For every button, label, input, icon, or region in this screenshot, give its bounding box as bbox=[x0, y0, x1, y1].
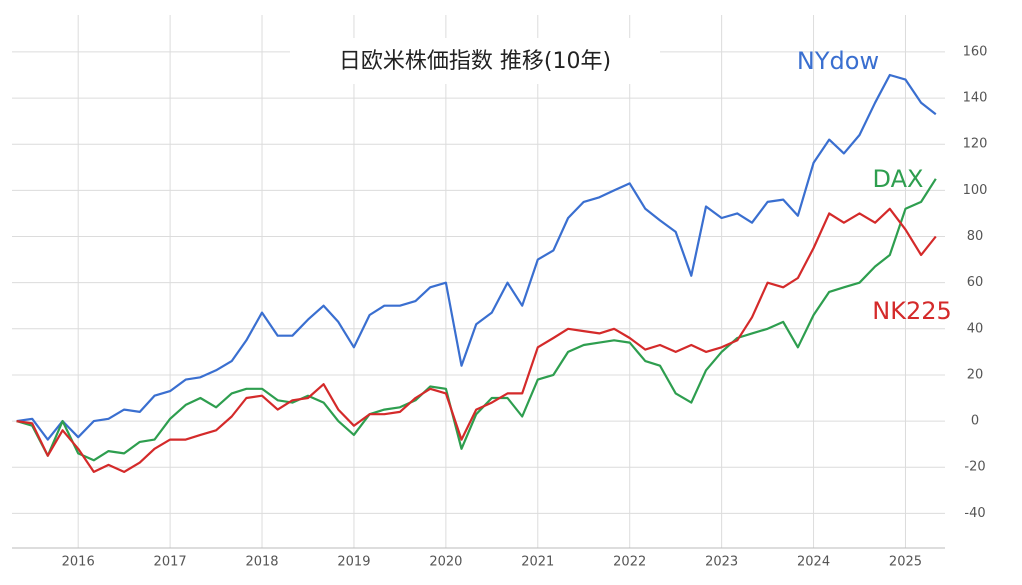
x-tick-label: 2024 bbox=[797, 555, 830, 570]
x-tick-label: 2020 bbox=[429, 555, 462, 570]
x-tick-label: 2023 bbox=[705, 555, 738, 570]
x-tick-label: 2021 bbox=[521, 555, 554, 570]
y-tick-label: 100 bbox=[963, 183, 988, 198]
series-line bbox=[16, 207, 937, 473]
y-tick-label: 60 bbox=[967, 275, 984, 290]
x-tick-label: 2019 bbox=[337, 555, 370, 570]
y-tick-label: 120 bbox=[963, 137, 988, 152]
y-tick-label: 80 bbox=[967, 229, 984, 244]
series-line bbox=[16, 73, 937, 441]
series-label: DAX bbox=[873, 165, 924, 193]
series-label: NYdow bbox=[797, 47, 879, 75]
y-tick-label: -20 bbox=[964, 460, 985, 475]
series-label: NK225 bbox=[872, 297, 952, 325]
chart-title: 日欧米株価指数 推移(10年) bbox=[339, 49, 611, 74]
y-tick-label: 40 bbox=[967, 321, 984, 336]
x-tick-label: 2018 bbox=[245, 555, 278, 570]
x-tick-label: 2025 bbox=[889, 555, 922, 570]
x-tick-label: 2022 bbox=[613, 555, 646, 570]
x-tick-label: 2016 bbox=[62, 555, 95, 570]
title-box bbox=[290, 38, 660, 84]
x-tick-label: 2017 bbox=[154, 555, 187, 570]
y-tick-label: 20 bbox=[967, 367, 984, 382]
lines bbox=[16, 73, 937, 473]
grid: -40 -20 0 20 40 60 80 100 120 140 160 2016 2017 2018 2… bbox=[12, 15, 987, 570]
y-tick-label: 0 bbox=[971, 414, 979, 429]
y-tick-label: -40 bbox=[964, 506, 985, 521]
y-tick-label: 160 bbox=[963, 44, 988, 59]
series-line bbox=[16, 178, 937, 462]
y-tick-label: 140 bbox=[963, 91, 988, 106]
